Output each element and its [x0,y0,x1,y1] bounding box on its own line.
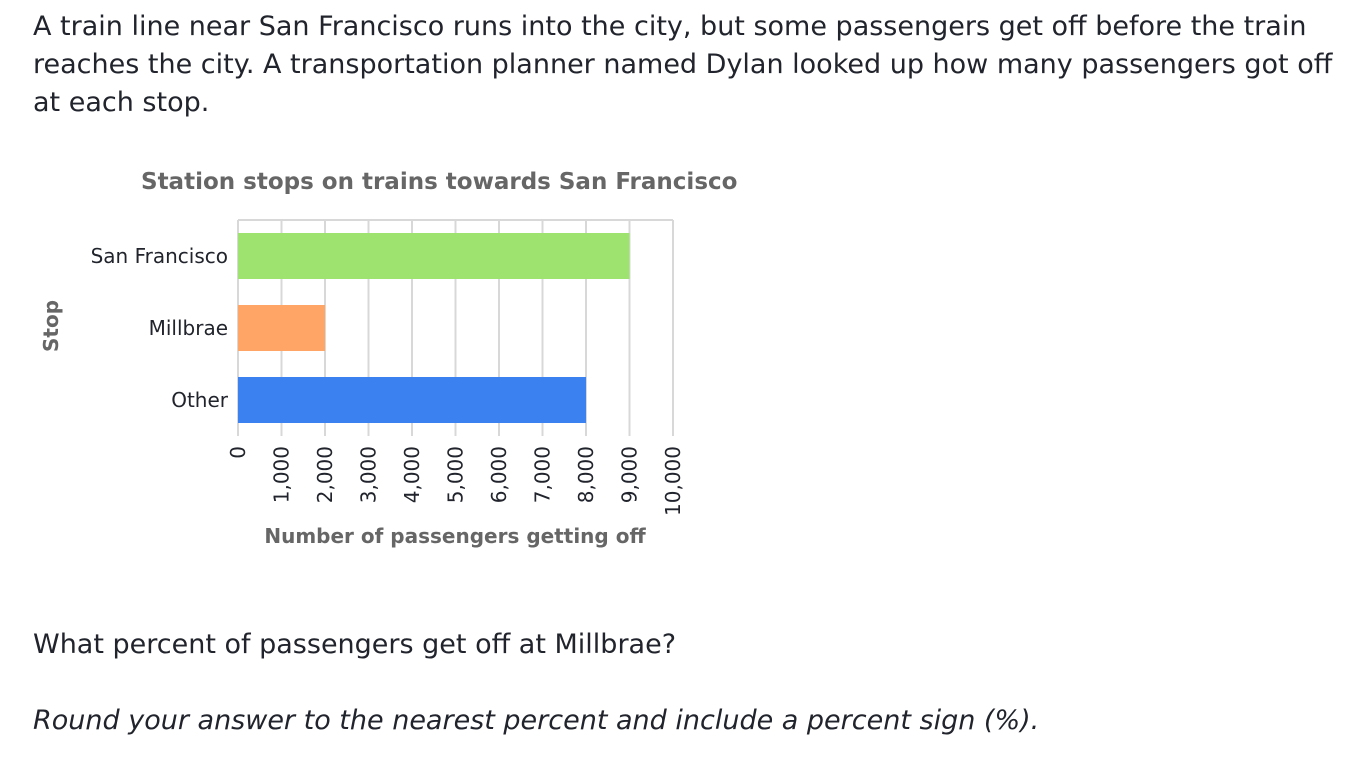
x-tick-label: 1,000 [270,446,294,503]
chart-category-labels: San Francisco Millbrae Other [91,244,229,412]
x-tick-label: 7,000 [531,446,555,503]
chart-bars [238,233,630,423]
x-tick-label: 10,000 [661,446,685,516]
x-tick-label: 8,000 [574,446,598,503]
problem-intro-text: A train line near San Francisco runs int… [33,11,1333,118]
chart-x-tick-labels: 0 1,000 2,000 3,000 4,000 5,000 6,000 7,000 8,00… [226,446,685,516]
category-label: Other [171,388,229,412]
x-tick-label: 3,000 [357,446,381,503]
x-tick-label: 4,000 [400,446,424,503]
bar-san-francisco [238,233,630,279]
chart-title: Station stops on trains towards San Fran… [141,169,737,195]
x-tick-label: 2,000 [313,446,337,503]
chart-svg: Station stops on trains towards San Fran… [39,169,737,548]
bar-other [238,377,586,423]
category-label: San Francisco [91,244,228,268]
bar-millbrae [238,305,325,351]
y-axis-title: Stop [39,300,63,352]
bar-chart: Station stops on trains towards San Fran… [0,150,800,570]
x-tick-label: 5,000 [444,446,468,503]
category-label: Millbrae [149,316,228,340]
x-tick-label: 6,000 [487,446,511,503]
x-tick-label: 9,000 [618,446,642,503]
x-axis-title: Number of passengers getting off [264,524,646,548]
x-tick-label: 0 [226,446,250,459]
instruction-text: Round your answer to the nearest percent… [33,705,1040,736]
question-text: What percent of passengers get off at Mi… [33,629,677,660]
